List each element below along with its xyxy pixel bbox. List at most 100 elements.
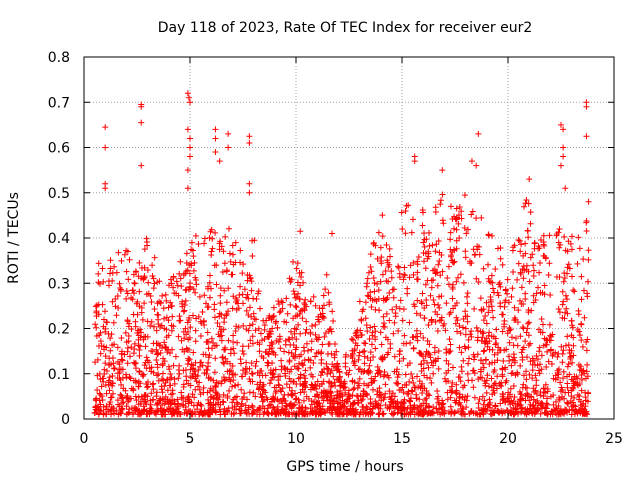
data-point — [153, 408, 160, 415]
data-point — [536, 348, 543, 355]
data-point — [245, 311, 252, 318]
data-point — [248, 370, 255, 377]
data-point — [221, 260, 228, 267]
data-point — [375, 229, 382, 236]
x-tick-label: 5 — [186, 431, 195, 447]
data-point — [397, 410, 404, 417]
data-point — [224, 407, 231, 414]
data-point — [113, 312, 120, 319]
data-point — [129, 409, 136, 416]
data-point — [170, 284, 177, 291]
data-point — [128, 326, 135, 333]
data-point — [435, 399, 442, 406]
data-point — [223, 312, 230, 319]
data-point — [428, 284, 435, 291]
data-point — [270, 404, 277, 411]
data-point — [216, 246, 223, 253]
data-point — [406, 397, 413, 404]
data-point — [419, 290, 426, 297]
data-point — [529, 367, 536, 374]
data-point — [260, 387, 267, 394]
data-point — [345, 371, 352, 378]
data-point — [520, 275, 527, 282]
data-point — [163, 297, 170, 304]
data-point — [151, 280, 158, 287]
data-point — [167, 371, 174, 378]
data-point — [420, 250, 427, 257]
data-point — [119, 394, 126, 401]
data-point — [502, 409, 509, 416]
data-point — [202, 300, 209, 307]
data-point — [557, 241, 564, 248]
data-point — [374, 255, 381, 262]
data-point — [471, 356, 478, 363]
data-point — [208, 335, 215, 342]
data-point — [537, 410, 544, 417]
data-point — [308, 401, 315, 408]
data-point — [539, 321, 546, 328]
data-point — [560, 126, 567, 133]
data-point — [124, 317, 131, 324]
data-point — [473, 162, 480, 169]
data-point — [199, 309, 206, 316]
data-point — [269, 371, 276, 378]
data-point — [329, 230, 336, 237]
data-point — [400, 355, 407, 362]
data-point — [220, 391, 227, 398]
data-point — [209, 245, 216, 252]
data-point — [499, 393, 506, 400]
data-point — [384, 259, 391, 266]
data-point — [367, 289, 374, 296]
data-point — [294, 365, 301, 372]
data-point — [371, 377, 378, 384]
data-point — [207, 385, 214, 392]
data-point — [397, 297, 404, 304]
data-point — [210, 401, 217, 408]
data-point — [132, 323, 139, 330]
data-point — [490, 314, 497, 321]
data-point — [426, 392, 433, 399]
data-point — [128, 294, 135, 301]
data-point — [139, 372, 146, 379]
data-point — [165, 346, 172, 353]
data-point — [473, 275, 480, 282]
data-point — [367, 263, 374, 270]
data-point — [383, 310, 390, 317]
data-point — [405, 202, 412, 209]
data-point — [468, 158, 475, 165]
data-point — [537, 392, 544, 399]
data-point — [147, 397, 154, 404]
data-point — [148, 364, 155, 371]
data-point — [419, 206, 426, 213]
data-point — [218, 337, 225, 344]
data-point — [578, 376, 585, 383]
data-point — [167, 276, 174, 283]
data-point — [151, 323, 158, 330]
data-point — [524, 227, 531, 234]
data-point — [266, 333, 273, 340]
data-point — [369, 332, 376, 339]
data-point — [522, 408, 529, 415]
data-point — [399, 384, 406, 391]
data-point — [452, 389, 459, 396]
data-point — [477, 368, 484, 375]
data-point — [100, 378, 107, 385]
data-point — [541, 291, 548, 298]
data-point — [155, 377, 162, 384]
data-point — [292, 351, 299, 358]
data-point — [568, 387, 575, 394]
data-point — [192, 386, 199, 393]
data-point — [474, 327, 481, 334]
data-point — [420, 334, 427, 341]
data-point — [364, 354, 371, 361]
data-point — [420, 239, 427, 246]
data-point — [365, 269, 372, 276]
data-point — [194, 383, 201, 390]
data-point — [504, 290, 511, 297]
data-point — [420, 357, 427, 364]
data-point — [245, 295, 252, 302]
data-point — [374, 387, 381, 394]
data-point — [173, 408, 180, 415]
data-point — [497, 245, 504, 252]
data-point — [192, 359, 199, 366]
